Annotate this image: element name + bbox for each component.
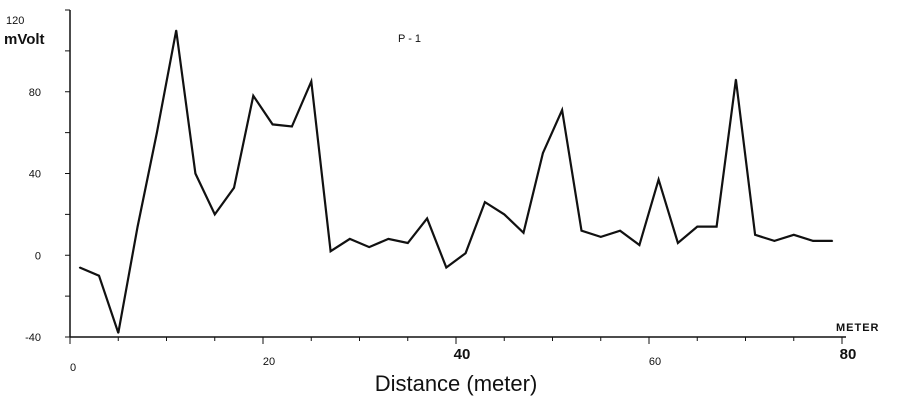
data-point xyxy=(136,225,139,228)
data-point xyxy=(175,29,177,32)
data-point xyxy=(754,234,756,236)
data-point xyxy=(696,225,699,228)
data-point xyxy=(233,187,235,189)
data-point xyxy=(78,266,81,269)
data-point xyxy=(310,80,313,83)
data-point xyxy=(715,225,718,228)
x-tick-label: 0 xyxy=(70,362,76,374)
x-tick-label: 60 xyxy=(649,356,661,368)
data-point xyxy=(677,242,679,244)
series-line xyxy=(79,30,833,334)
y-tick-label: 0 xyxy=(35,250,41,262)
data-point xyxy=(156,131,158,134)
x-tick-label: 40 xyxy=(454,346,471,363)
data-point xyxy=(831,240,834,242)
data-point xyxy=(503,213,506,216)
data-point xyxy=(773,240,776,242)
y-tick-label: 40 xyxy=(29,169,41,181)
data-point xyxy=(426,217,428,220)
y-tick-label: 120 xyxy=(6,15,24,27)
data-point xyxy=(329,250,332,252)
data-point xyxy=(657,178,660,181)
chart-title: P - 1 xyxy=(398,33,421,45)
x-unit-label: METER xyxy=(836,322,880,334)
data-point xyxy=(812,240,814,242)
x-tick-label: 80 xyxy=(840,346,857,363)
data-point xyxy=(349,238,351,240)
data-point xyxy=(98,274,100,277)
data-point xyxy=(387,238,390,240)
data-point xyxy=(271,123,274,126)
data-point xyxy=(638,244,641,246)
data-point xyxy=(406,242,409,244)
data-point xyxy=(194,172,197,175)
data-point xyxy=(619,229,621,232)
data-point xyxy=(464,252,467,255)
axes xyxy=(69,10,846,338)
data-point xyxy=(252,95,255,97)
data-point xyxy=(484,201,486,203)
y-axis-label: mVolt xyxy=(4,31,45,48)
y-ticks: -40 0 40 80 120 xyxy=(6,9,70,344)
data-point xyxy=(117,332,120,334)
data-point xyxy=(522,231,525,234)
y-tick-label: -40 xyxy=(25,332,41,344)
x-axis-label: Distance (meter) xyxy=(375,371,538,396)
series-group xyxy=(78,29,834,334)
data-point xyxy=(599,236,602,238)
data-point xyxy=(213,213,216,216)
data-point xyxy=(561,109,563,111)
x-tick-label: 20 xyxy=(263,356,275,368)
data-point xyxy=(580,229,583,232)
data-point xyxy=(735,78,737,81)
data-point xyxy=(291,125,293,128)
y-tick-label: 80 xyxy=(29,87,41,99)
data-point xyxy=(792,234,795,236)
data-point xyxy=(445,266,448,269)
x-ticks: 0 20 40 60 80 xyxy=(69,337,857,374)
data-point xyxy=(368,246,370,248)
data-point xyxy=(542,152,544,154)
